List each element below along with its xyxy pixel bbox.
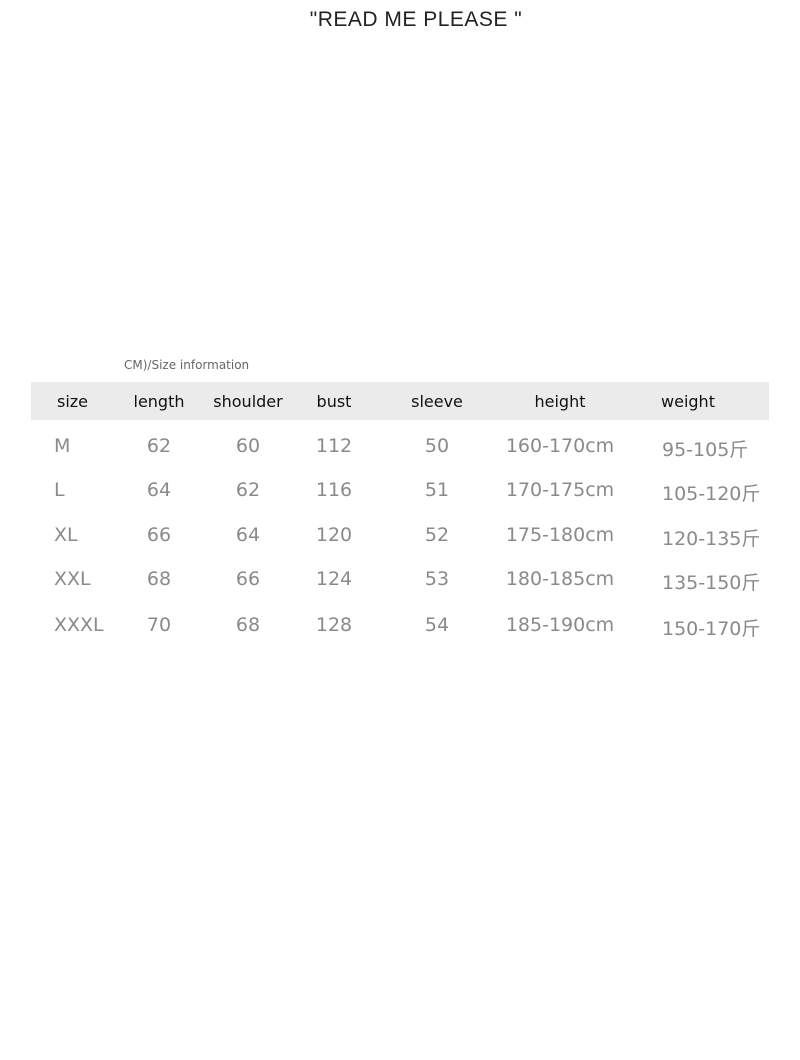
table-header-band — [31, 382, 769, 420]
cell-sleeve: 53 — [424, 568, 450, 590]
column-header-height: height — [534, 392, 586, 411]
page-title: "READ ME PLEASE " — [309, 8, 523, 30]
cell-length: 66 — [146, 524, 172, 546]
cell-height: 185-190cm — [505, 614, 615, 636]
cell-size: L — [54, 479, 65, 501]
cell-length: 64 — [146, 479, 172, 501]
cell-shoulder: 60 — [235, 435, 261, 457]
cell-shoulder: 64 — [235, 524, 261, 546]
column-header-shoulder: shoulder — [213, 392, 283, 411]
column-header-size: size — [57, 392, 89, 411]
table-caption: CM)/Size information — [124, 358, 250, 372]
cell-weight: 150-170斤 — [662, 618, 761, 640]
cell-height: 160-170cm — [505, 435, 615, 457]
cell-weight: 120-135斤 — [662, 528, 761, 550]
cell-length: 62 — [146, 435, 172, 457]
cell-size: XXXL — [54, 614, 104, 636]
cell-weight: 105-120斤 — [662, 483, 761, 505]
cell-sleeve: 54 — [424, 614, 450, 636]
cell-bust: 116 — [315, 479, 353, 501]
cell-length: 70 — [146, 614, 172, 636]
cell-height: 175-180cm — [505, 524, 615, 546]
cell-height: 180-185cm — [505, 568, 615, 590]
column-header-weight: weight — [661, 392, 715, 411]
cell-sleeve: 50 — [424, 435, 450, 457]
cell-size: XXL — [54, 568, 91, 590]
column-header-length: length — [133, 392, 185, 411]
column-header-bust: bust — [316, 392, 352, 411]
cell-size: XL — [54, 524, 78, 546]
cell-bust: 112 — [315, 435, 353, 457]
cell-sleeve: 52 — [424, 524, 450, 546]
cell-bust: 124 — [315, 568, 353, 590]
column-header-sleeve: sleeve — [411, 392, 463, 411]
cell-sleeve: 51 — [424, 479, 450, 501]
cell-shoulder: 66 — [235, 568, 261, 590]
cell-weight: 95-105斤 — [662, 439, 749, 461]
cell-shoulder: 68 — [235, 614, 261, 636]
cell-shoulder: 62 — [235, 479, 261, 501]
cell-weight: 135-150斤 — [662, 572, 761, 594]
cell-bust: 120 — [315, 524, 353, 546]
cell-height: 170-175cm — [505, 479, 615, 501]
cell-length: 68 — [146, 568, 172, 590]
cell-bust: 128 — [315, 614, 353, 636]
cell-size: M — [54, 435, 71, 457]
